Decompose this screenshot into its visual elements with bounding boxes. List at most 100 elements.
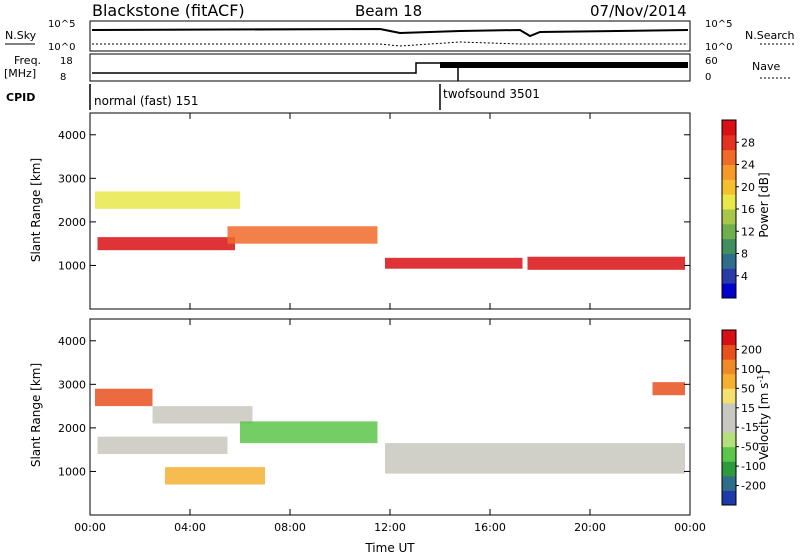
power-colorbar-swatch (722, 238, 736, 254)
power-colorbar-tick-label: 12 (741, 225, 755, 238)
power-colorbar-swatch (722, 149, 736, 165)
date-label: 07/Nov/2014 (590, 2, 687, 20)
cpid-panel: CPID normal (fast) 151 twofsound 3501 (6, 84, 540, 110)
nsky-trace (91, 27, 689, 38)
nsky-label: N.Sky (5, 29, 37, 42)
power-colorbar-tick-label: 8 (741, 248, 748, 261)
power-echo-band-1 (97, 237, 235, 251)
power-ytick-label: 3000 (58, 172, 86, 185)
velocity-colorbar-label-main: Velocity [m s (757, 383, 771, 460)
velocity-ytick-label: 1000 (58, 465, 86, 478)
power-colorbar-swatch (722, 268, 736, 284)
velocity-echo-band-5 (385, 443, 685, 474)
power-ylabel: Slant Range [km] (29, 158, 43, 262)
cpid-label: CPID (6, 91, 35, 104)
velocity-colorbar-frame (721, 329, 737, 506)
time-xlabel: Time UT (364, 541, 415, 554)
velocity-xtick-label: 16:00 (474, 521, 506, 534)
velocity-xtick-label: 00:00 (674, 521, 706, 534)
velocity-colorbar-swatch (722, 490, 736, 506)
radar-title: Blackstone (fitACF) (92, 1, 245, 20)
nave-label: Nave (752, 60, 780, 73)
velocity-colorbar-tick-label: -50 (741, 441, 759, 454)
power-echo-band-3 (385, 257, 523, 269)
velocity-xtick-label: 00:00 (74, 521, 106, 534)
noise-tick-high-left: 10^5 (48, 19, 75, 30)
power-ytick-label: 1000 (58, 259, 86, 272)
power-colorbar-swatch (722, 120, 736, 136)
power-ytick-label: 4000 (58, 129, 86, 142)
velocity-ylabel: Slant Range [km] (29, 363, 43, 467)
power-colorbar-tick-label: 16 (741, 203, 755, 216)
velocity-colorbar: 200 100 50 15 -15 -50 -100 -200 (721, 329, 766, 506)
freq-unit: [MHz] (4, 67, 36, 80)
velocity-xtick-label: 04:00 (174, 521, 206, 534)
velocity-colorbar-tick-label: 100 (741, 363, 762, 376)
velocity-colorbar-label-close: ] (757, 370, 771, 375)
nave-tick-high: 60 (705, 56, 718, 67)
noise-tick-low-right: 10^0 (705, 42, 732, 53)
nsearch-label: N.Search (745, 29, 795, 42)
power-colorbar-swatch (722, 253, 736, 269)
freq-tick-low: 8 (60, 72, 66, 83)
velocity-ytick-label: 2000 (58, 422, 86, 435)
velocity-colorbar-swatch (722, 359, 736, 375)
power-frame (89, 112, 691, 310)
cpid-segment-2: twofsound 3501 (443, 87, 540, 101)
velocity-colorbar-tick-label: 50 (741, 382, 755, 395)
velocity-xtick-label: 12:00 (374, 521, 406, 534)
velocity-echo-band-1 (152, 406, 253, 424)
power-echo-band-4 (527, 256, 685, 270)
cpid-segment-1: normal (fast) 151 (94, 94, 198, 108)
velocity-colorbar-swatch (722, 475, 736, 491)
velocity-colorbar-swatch (722, 388, 736, 404)
power-colorbar-swatch (722, 209, 736, 225)
freq-tick-high: 18 (60, 56, 73, 67)
nave-tick-low: 0 (705, 72, 711, 83)
freq-nave-panel: Freq. [MHz] 18 8 60 0 Nave (4, 53, 790, 83)
velocity-colorbar-swatch (722, 417, 736, 433)
power-colorbar-swatch (722, 179, 736, 195)
power-colorbar-swatch (722, 164, 736, 180)
power-colorbar-tick-label: 24 (741, 159, 755, 172)
power-echo-band-0 (95, 191, 240, 209)
velocity-colorbar-swatch (722, 330, 736, 346)
velocity-colorbar-tick-label: 15 (741, 402, 755, 415)
velocity-xtick-label: 08:00 (274, 521, 306, 534)
nave-trace (440, 62, 688, 68)
velocity-ytick-label: 3000 (58, 378, 86, 391)
velocity-xtick-label: 20:00 (574, 521, 606, 534)
power-colorbar-swatch (722, 194, 736, 210)
power-colorbar-tick-label: 28 (741, 136, 755, 149)
power-colorbar: 28 24 20 16 12 8 4 (721, 119, 755, 299)
power-panel: 1000 2000 3000 4000 (58, 112, 691, 310)
power-colorbar-swatch (722, 223, 736, 240)
velocity-colorbar-tick-label: 200 (741, 343, 762, 356)
power-colorbar-swatch (722, 134, 736, 151)
power-colorbar-swatch (722, 283, 736, 299)
power-colorbar-tick-label: 20 (741, 181, 755, 194)
power-colorbar-label: Power [dB] (757, 172, 771, 237)
noise-tick-low-left: 10^0 (48, 42, 75, 53)
velocity-colorbar-swatch (722, 373, 736, 389)
beam-label: Beam 18 (355, 2, 422, 20)
velocity-colorbar-swatch (722, 344, 736, 360)
velocity-panel: 1000 2000 3000 4000 00:00 04:00 08:00 12:00 16:0… (58, 318, 706, 534)
power-ytick-label: 2000 (58, 216, 86, 229)
velocity-echo-band-4 (165, 467, 265, 485)
velocity-echo-band-2 (97, 436, 228, 455)
velocity-echo-band-6 (652, 382, 685, 396)
noise-tick-high-right: 10^5 (705, 19, 732, 30)
noise-panel: N.Sky 10^5 10^0 10^5 10^0 N.Search (5, 19, 795, 53)
velocity-colorbar-swatch (722, 461, 736, 477)
nsearch-trace (92, 41, 688, 47)
velocity-echo-band-3 (240, 421, 378, 444)
velocity-colorbar-tick-label: -15 (741, 421, 759, 434)
velocity-echo-band-0 (95, 388, 153, 407)
power-echo-band-2 (227, 226, 378, 244)
velocity-colorbar-swatch (722, 446, 736, 462)
velocity-colorbar-swatch (722, 402, 736, 418)
velocity-colorbar-label: Velocity [m s-1] (756, 370, 771, 460)
power-colorbar-tick-label: 4 (741, 270, 748, 283)
